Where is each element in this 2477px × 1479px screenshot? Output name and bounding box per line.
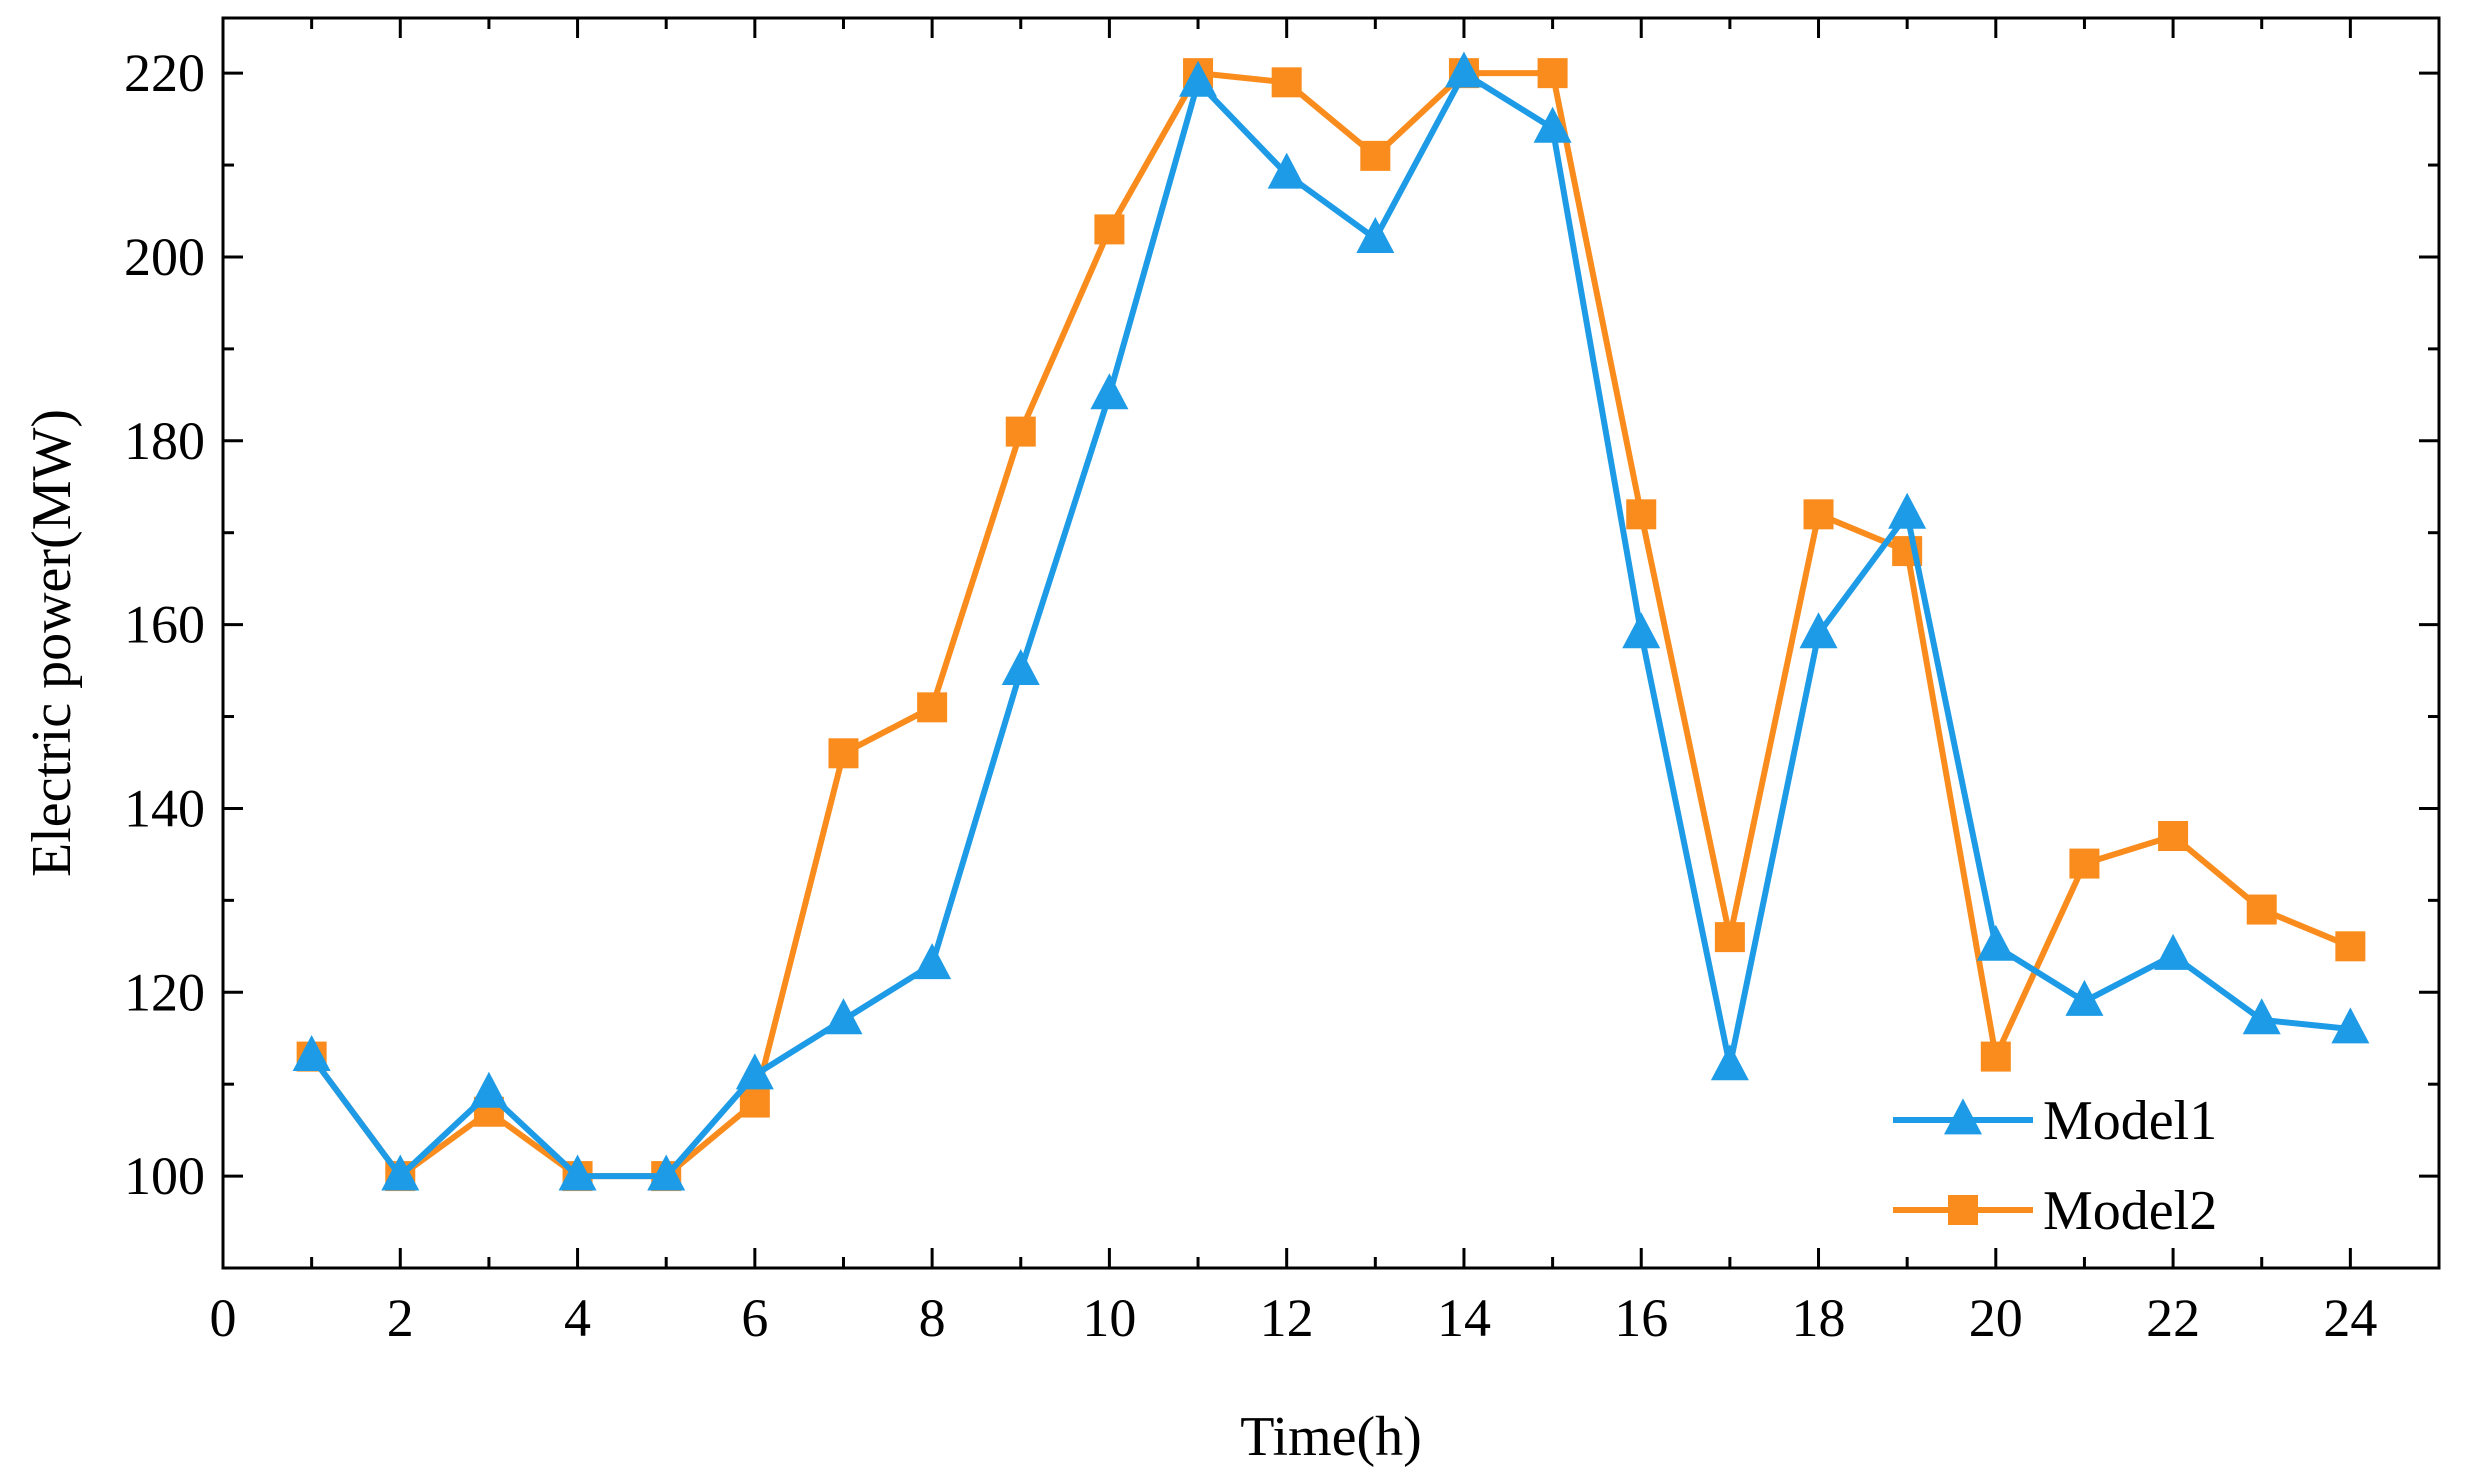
data-point-model2 [2158,821,2189,852]
data-point-model2 [1714,922,1745,953]
data-point-model2 [828,738,859,769]
data-point-model1 [469,1071,508,1108]
data-point-model2 [1271,67,1302,98]
data-point-model2 [1537,58,1568,89]
data-point-model2 [1360,140,1391,171]
x-tick-label: 16 [1614,1288,1668,1348]
data-point-model1 [1622,612,1661,649]
data-point-model1 [381,1154,420,1191]
x-tick-label: 20 [1969,1288,2023,1348]
data-point-model2 [917,692,948,723]
data-point-model1 [824,998,863,1035]
data-point-model1 [558,1154,597,1191]
x-tick-label: 2 [387,1288,414,1348]
x-tick-label: 12 [1260,1288,1314,1348]
y-tick-label: 160 [124,595,205,655]
data-point-model1 [1179,60,1218,97]
data-point-model1 [1888,492,1927,529]
data-point-model1 [1976,924,2015,961]
data-point-model1 [1799,612,1838,649]
data-point-model1 [1444,51,1483,88]
x-tick-label: 22 [2146,1288,2200,1348]
series-model2 [296,58,2366,1192]
data-point-model1 [1533,106,1572,143]
x-tick-label: 24 [2323,1288,2377,1348]
data-point-model2 [1626,499,1657,530]
y-tick-label: 140 [124,778,205,838]
data-point-model1 [1090,373,1129,410]
data-point-model2 [2069,848,2100,879]
y-tick-label: 200 [124,227,205,287]
data-point-model1 [1267,152,1306,189]
x-axis-title: Time(h) [1240,1406,1422,1468]
data-point-model1 [2065,979,2104,1016]
data-point-model2 [1005,416,1036,447]
data-point-model1 [1356,216,1395,253]
data-point-model2 [1803,499,1834,530]
x-tick-label: 10 [1082,1288,1136,1348]
legend-marker-model2 [1948,1195,1978,1225]
data-point-model1 [913,943,952,980]
data-point-model1 [2331,1007,2370,1044]
plot-frame [221,16,2441,1270]
data-point-model1 [292,1035,331,1072]
data-point-model2 [1094,214,1125,245]
legend-label-model1: Model1 [2043,1090,2217,1152]
y-tick-label: 220 [124,43,205,103]
x-tick-label: 18 [1792,1288,1846,1348]
data-point-model2 [2246,894,2277,925]
y-tick-label: 180 [124,411,205,471]
data-point-model1 [2242,998,2281,1035]
y-tick-label: 120 [124,962,205,1022]
legend-label-model2: Model2 [2043,1180,2217,1242]
data-point-model1 [1001,648,1040,685]
x-tick-label: 8 [919,1288,946,1348]
y-axis-ticks: 100 120 140 160 180 200 220 [124,43,2439,1270]
x-tick-label: 6 [741,1288,768,1348]
data-point-model1 [647,1154,686,1191]
series-line-model1 [309,70,2351,1180]
legend: Model1 Model2 [1893,1090,2217,1242]
x-tick-label: 14 [1437,1288,1491,1348]
data-point-model1 [1710,1044,1749,1081]
data-point-model1 [735,1053,774,1090]
data-point-model1 [2154,933,2193,970]
series-layer [292,51,2370,1192]
series-line-model2 [309,70,2352,1180]
data-point-model2 [2335,931,2366,962]
data-point-model2 [1980,1041,2011,1072]
y-tick-label: 100 [124,1146,205,1206]
x-axis-ticks: 0 2 4 6 8 10 12 14 16 18 20 22 24 [210,18,2441,1348]
legend-marker-model1 [1944,1098,1982,1135]
data-point-model2 [739,1087,770,1118]
x-tick-label: 0 [210,1288,237,1348]
y-axis-title: Electric power(MW) [21,409,83,877]
x-tick-label: 4 [564,1288,591,1348]
series-model1 [292,51,2370,1191]
